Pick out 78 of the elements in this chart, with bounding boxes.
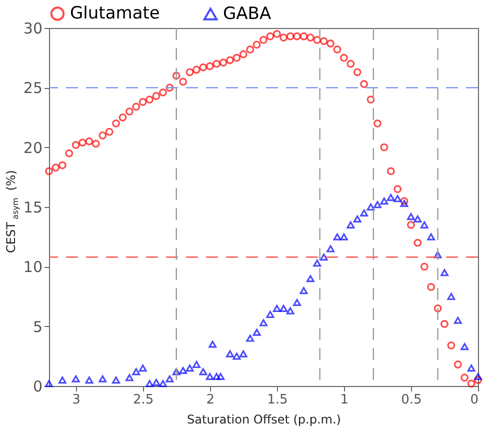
legend-label: GABA <box>223 4 272 24</box>
x-axis-title: Saturation Offset (p.p.m.) <box>187 412 341 426</box>
point <box>300 286 308 294</box>
y-tick-label: 5 <box>32 318 42 336</box>
point <box>72 375 80 382</box>
point <box>85 376 94 384</box>
point <box>454 316 462 324</box>
point <box>125 374 134 382</box>
point <box>333 233 342 240</box>
x-tick-label: 0 <box>470 392 478 408</box>
point <box>407 213 415 220</box>
point <box>260 319 268 326</box>
point <box>246 334 254 342</box>
point <box>474 372 482 380</box>
legend-label: Glutamate <box>70 4 160 24</box>
x-tick-label: 2 <box>206 392 215 408</box>
point <box>132 368 140 376</box>
y-tick-label: 20 <box>23 138 42 157</box>
point <box>146 380 154 388</box>
point <box>346 221 355 228</box>
point <box>293 298 301 306</box>
point <box>216 372 225 380</box>
point <box>360 209 368 217</box>
point <box>440 269 448 276</box>
y-tick-label: 10 <box>23 258 42 276</box>
point <box>272 304 281 312</box>
point <box>286 307 294 314</box>
point <box>158 380 167 388</box>
point <box>239 350 248 358</box>
x-tick-label: 3 <box>72 392 80 408</box>
point <box>45 380 53 388</box>
point <box>467 364 476 372</box>
point <box>320 254 328 261</box>
point <box>353 215 362 222</box>
point <box>232 352 241 360</box>
point <box>326 245 334 252</box>
point <box>366 203 375 211</box>
point <box>206 372 214 380</box>
point <box>380 197 388 205</box>
x-tick-label: 1.5 <box>267 392 288 408</box>
y-tick-label: 25 <box>23 79 42 98</box>
point <box>373 201 382 208</box>
point <box>179 366 188 374</box>
point <box>414 215 422 222</box>
point <box>386 194 395 201</box>
point <box>152 378 160 386</box>
point <box>266 310 274 318</box>
point <box>252 328 261 336</box>
point <box>460 343 469 350</box>
point <box>400 200 408 207</box>
x-tick-label: 0.5 <box>401 392 422 408</box>
point <box>172 368 180 376</box>
point <box>58 376 66 384</box>
point <box>313 260 322 267</box>
point <box>340 233 348 240</box>
y-tick-label: 15 <box>23 198 42 216</box>
point <box>427 233 436 240</box>
point <box>447 292 456 300</box>
point <box>394 195 402 202</box>
y-tick-label: 30 <box>23 20 42 38</box>
y-tick-label: 0 <box>32 378 42 396</box>
x-tick-label: 1 <box>340 392 349 408</box>
point <box>434 251 442 258</box>
point <box>420 221 428 228</box>
point <box>226 350 234 358</box>
point <box>138 364 147 372</box>
point <box>186 364 194 372</box>
point <box>166 375 174 382</box>
point <box>212 372 221 380</box>
point <box>199 368 208 376</box>
point <box>208 340 217 348</box>
y-axis-title: CESTasym (%) <box>4 170 20 253</box>
x-tick-label: 2.5 <box>133 392 154 408</box>
point <box>306 275 314 282</box>
point <box>192 360 200 368</box>
point <box>112 376 120 384</box>
point <box>280 304 288 312</box>
point <box>98 375 107 382</box>
